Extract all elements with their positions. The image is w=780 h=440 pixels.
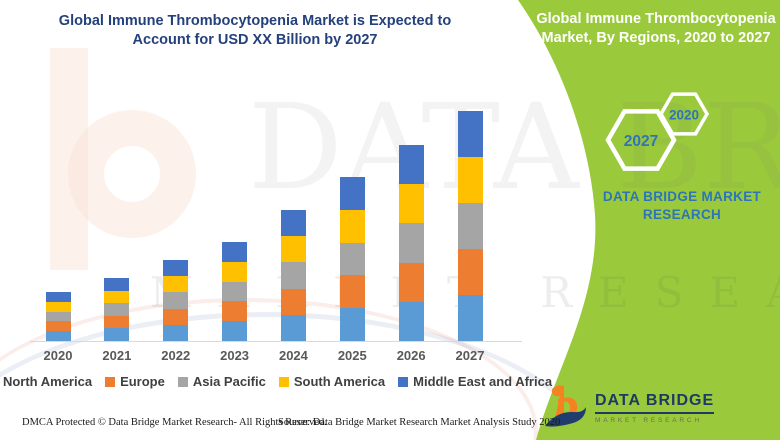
legend-item-middle-east-and-africa: Middle East and Africa — [398, 374, 552, 389]
segment-middle-east-and-africa — [104, 278, 130, 291]
chart-title: Global Immune Thrombocytopenia Market is… — [35, 12, 475, 50]
segment-south-america — [398, 184, 424, 224]
segment-asia-pacific — [339, 242, 365, 276]
segment-middle-east-and-africa — [398, 145, 424, 185]
data-bridge-logo: DATA BRIDGE MARKET RESEARCH — [543, 384, 715, 432]
x-axis-label-2027: 2027 — [455, 348, 485, 363]
segment-europe — [163, 308, 189, 325]
x-axis-label-2020: 2020 — [43, 348, 73, 363]
segment-europe — [104, 315, 130, 329]
segment-middle-east-and-africa — [457, 111, 483, 157]
hexagon-2020 — [658, 92, 710, 136]
segment-south-america — [45, 301, 71, 312]
stacked-bar-chart: 2020 2021 2022 2023 2024 2025 2026 2027 — [30, 105, 522, 363]
segment-south-america — [339, 209, 365, 243]
brand-text-line1: DATA BRIDGE MARKET — [602, 189, 762, 204]
hexagon-2020-label: 2020 — [669, 108, 699, 123]
legend-swatch-icon — [105, 376, 116, 387]
segment-middle-east-and-africa — [45, 292, 71, 302]
hexagon-2027-label: 2027 — [624, 133, 658, 150]
panel-title-line2: Market, By Regions, 2020 to 2027 — [541, 30, 771, 46]
panel-title-line1: Global Immune Thrombocytopenia — [536, 11, 776, 27]
segment-europe — [280, 288, 306, 315]
segment-north-america — [104, 328, 130, 341]
segment-north-america — [163, 324, 189, 341]
bar-2024 — [280, 210, 306, 341]
legend-label: Asia Pacific — [192, 374, 266, 389]
x-axis-label-2021: 2021 — [102, 348, 132, 363]
segment-europe — [45, 321, 71, 332]
legend-label: South America — [293, 374, 386, 389]
legend-swatch-icon — [398, 376, 409, 387]
bar-2026 — [398, 145, 424, 341]
bar-2022 — [163, 260, 189, 341]
segment-middle-east-and-africa — [163, 260, 189, 277]
segment-north-america — [280, 314, 306, 341]
segment-middle-east-and-africa — [280, 210, 306, 237]
segment-asia-pacific — [457, 203, 483, 249]
segment-asia-pacific — [163, 292, 189, 309]
bar-2020 — [45, 292, 71, 341]
bar-2027 — [457, 111, 483, 341]
legend-item-south-america: South America — [278, 374, 386, 389]
segment-europe — [398, 262, 424, 302]
x-axis-label-2026: 2026 — [396, 348, 426, 363]
x-axis-label-2025: 2025 — [337, 348, 367, 363]
chart-title-line2: Account for USD XX Billion by 2027 — [132, 32, 378, 48]
bar-2023 — [222, 242, 248, 341]
segment-asia-pacific — [398, 223, 424, 263]
segment-north-america — [45, 331, 71, 341]
segment-south-america — [104, 290, 130, 304]
x-axis-label-2022: 2022 — [161, 348, 191, 363]
hexagon-badges: 2027 2020 — [605, 92, 710, 171]
segment-asia-pacific — [45, 311, 71, 322]
bar-2025 — [339, 177, 365, 341]
segment-europe — [457, 249, 483, 295]
segment-north-america — [339, 308, 365, 341]
data-bridge-logo-text: DATA BRIDGE MARKET RESEARCH — [595, 392, 715, 424]
segment-south-america — [163, 276, 189, 293]
legend-label: Europe — [120, 374, 165, 389]
segment-north-america — [222, 321, 248, 341]
segment-asia-pacific — [222, 281, 248, 302]
segment-south-america — [222, 261, 248, 282]
segment-asia-pacific — [280, 262, 306, 289]
footer-dmca-text: DMCA Protected © Data Bridge Market Rese… — [22, 417, 327, 428]
legend-swatch-icon — [177, 376, 188, 387]
segment-south-america — [457, 157, 483, 203]
legend-swatch-icon — [278, 376, 289, 387]
segment-middle-east-and-africa — [222, 242, 248, 262]
hexagon-2027 — [605, 109, 677, 171]
segment-middle-east-and-africa — [339, 177, 365, 210]
x-axis-line — [30, 341, 522, 342]
logo-name: DATA BRIDGE — [595, 392, 715, 414]
bar-2021 — [104, 278, 130, 341]
segment-north-america — [398, 301, 424, 341]
legend-item-north-america: North America — [0, 374, 92, 389]
legend-item-asia-pacific: Asia Pacific — [177, 374, 266, 389]
chart-title-line1: Global Immune Thrombocytopenia Market is… — [58, 13, 452, 29]
segment-europe — [339, 275, 365, 309]
brand-text-line2: RESEARCH — [642, 207, 722, 222]
brand-text: DATA BRIDGE MARKET RESEARCH — [601, 188, 763, 224]
panel-title: Global Immune Thrombocytopenia Market, B… — [533, 10, 779, 48]
segment-europe — [222, 301, 248, 322]
x-axis-label-2024: 2024 — [278, 348, 308, 363]
chart-legend: North America Europe Asia Pacific South Ame… — [3, 374, 552, 389]
legend-label: North America — [2, 374, 93, 389]
footer-source-text: Source: Data Bridge Market Research Mark… — [278, 417, 561, 428]
x-axis-label-2023: 2023 — [220, 348, 250, 363]
segment-south-america — [280, 236, 306, 263]
legend-label: Middle East and Africa — [413, 374, 553, 389]
legend-item-europe: Europe — [105, 374, 165, 389]
logo-tagline: MARKET RESEARCH — [595, 417, 702, 424]
data-bridge-logo-mark — [545, 385, 586, 427]
segment-north-america — [457, 295, 483, 341]
segment-asia-pacific — [104, 303, 130, 316]
